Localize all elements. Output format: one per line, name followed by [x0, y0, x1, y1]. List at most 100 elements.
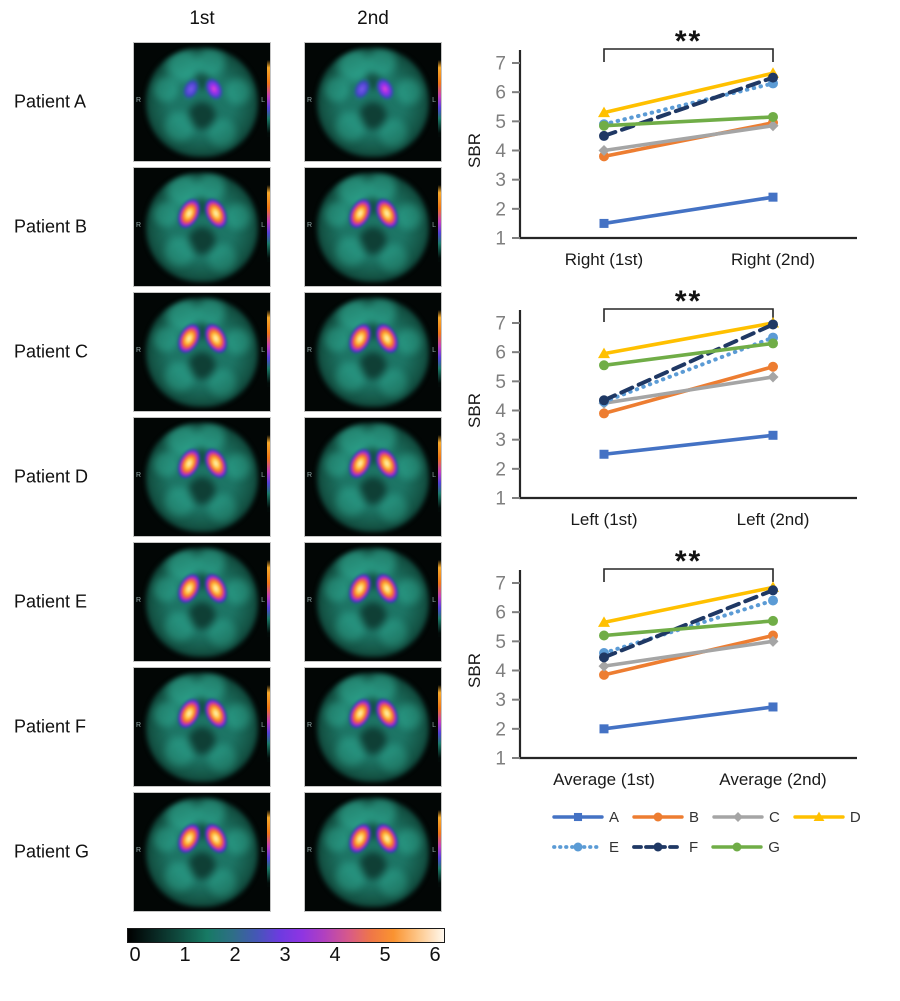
marker-circle — [653, 812, 663, 822]
scan-colorscale-strip — [438, 184, 441, 263]
series-line-F — [602, 588, 775, 660]
orientation-label-l: L — [261, 347, 265, 355]
marker-triangle — [813, 811, 825, 822]
legend-item-A: A — [552, 809, 619, 826]
scan-colorscale-strip — [438, 434, 441, 513]
orientation-label-r: R — [136, 222, 142, 230]
marker-circle — [768, 585, 778, 596]
y-tick-label: 5 — [495, 632, 506, 653]
y-tick-label: 4 — [495, 401, 506, 422]
brain-noise-overlay — [317, 672, 429, 783]
y-tick-label: 7 — [495, 54, 506, 75]
significance-stars: ** — [675, 285, 702, 318]
y-tick-label: 2 — [495, 719, 506, 740]
orientation-label-l: L — [432, 847, 436, 855]
scan-colorscale-strip — [438, 309, 441, 388]
significance-stars: ** — [675, 545, 702, 578]
marker-circle — [599, 408, 609, 419]
colorbar-tick-label: 3 — [279, 944, 291, 966]
orientation-label-r: R — [136, 597, 142, 605]
marker-square — [573, 812, 583, 822]
marker-circle — [599, 630, 609, 641]
scan-colorscale-strip — [267, 559, 270, 638]
series-line-A — [602, 433, 775, 457]
x-category-label: Right (2nd) — [731, 250, 815, 269]
brain-noise-overlay — [317, 797, 429, 908]
brain-noise-overlay — [146, 672, 258, 783]
legend-label: A — [609, 808, 620, 826]
marker-circle — [768, 595, 778, 606]
scan-colorscale-strip — [438, 59, 441, 138]
series-line-D — [602, 585, 775, 625]
chart-legend: A B C D E F G — [552, 806, 861, 858]
legend-label: F — [689, 838, 699, 856]
y-tick-label: 2 — [495, 459, 506, 480]
series-line-A — [602, 195, 775, 226]
significance-bracket — [603, 568, 774, 582]
colorbar-tick-label: 0 — [129, 944, 141, 966]
marker-diamond — [598, 660, 610, 672]
series-line-G — [602, 619, 775, 638]
marker-square — [599, 218, 609, 228]
brain-noise-overlay — [146, 422, 258, 533]
marker-diamond — [767, 635, 779, 647]
chart-right-sbr: ** 1 2 3 4 5 6 7 SBR Right (1st) Right (2nd) — [465, 25, 857, 269]
y-tick-label: 1 — [495, 489, 506, 510]
significance-bracket — [603, 48, 774, 62]
orientation-label-r: R — [307, 597, 313, 605]
orientation-label-l: L — [432, 97, 436, 105]
patient-label: Patient C — [14, 341, 89, 362]
marker-diamond — [767, 120, 779, 132]
marker-circle — [768, 72, 778, 83]
y-axis-title: SBR — [465, 133, 484, 168]
series-line-F — [602, 75, 775, 138]
marker-circle — [599, 652, 609, 663]
colorbar-tick-label: 5 — [379, 944, 391, 966]
orientation-label-l: L — [261, 722, 265, 730]
marker-square — [768, 430, 778, 440]
orientation-label-l: L — [432, 722, 436, 730]
marker-diamond — [767, 371, 779, 383]
series-line-C — [602, 123, 775, 153]
brain-noise-overlay — [317, 47, 429, 158]
patient-label: Patient D — [14, 466, 89, 487]
patient-label: Patient F — [14, 716, 87, 737]
scan-colorscale-strip — [438, 684, 441, 763]
patient-label: Patient E — [14, 591, 88, 612]
orientation-label-l: L — [261, 597, 265, 605]
marker-triangle — [598, 106, 610, 118]
orientation-label-r: R — [136, 97, 142, 105]
orientation-label-r: R — [136, 722, 142, 730]
series-line-G — [602, 115, 775, 128]
marker-circle — [768, 338, 778, 349]
legend-row: E F G — [552, 836, 861, 858]
scan-colorscale-strip — [267, 309, 270, 388]
marker-square — [768, 702, 778, 712]
brain-noise-overlay — [146, 797, 258, 908]
significance-bracket — [603, 308, 774, 322]
scan-column-header-2nd: 2nd — [357, 8, 389, 29]
marker-circle — [599, 120, 609, 131]
orientation-label-l: L — [432, 347, 436, 355]
marker-square — [599, 449, 609, 459]
orientation-label-r: R — [136, 472, 142, 480]
orientation-label-l: L — [261, 97, 265, 105]
marker-circle — [768, 630, 778, 641]
scan-colorscale-strip — [267, 59, 270, 138]
legend-item-D: D — [793, 809, 861, 826]
legend-swatch — [793, 811, 845, 822]
marker-square — [768, 192, 778, 202]
orientation-label-l: L — [261, 472, 265, 480]
